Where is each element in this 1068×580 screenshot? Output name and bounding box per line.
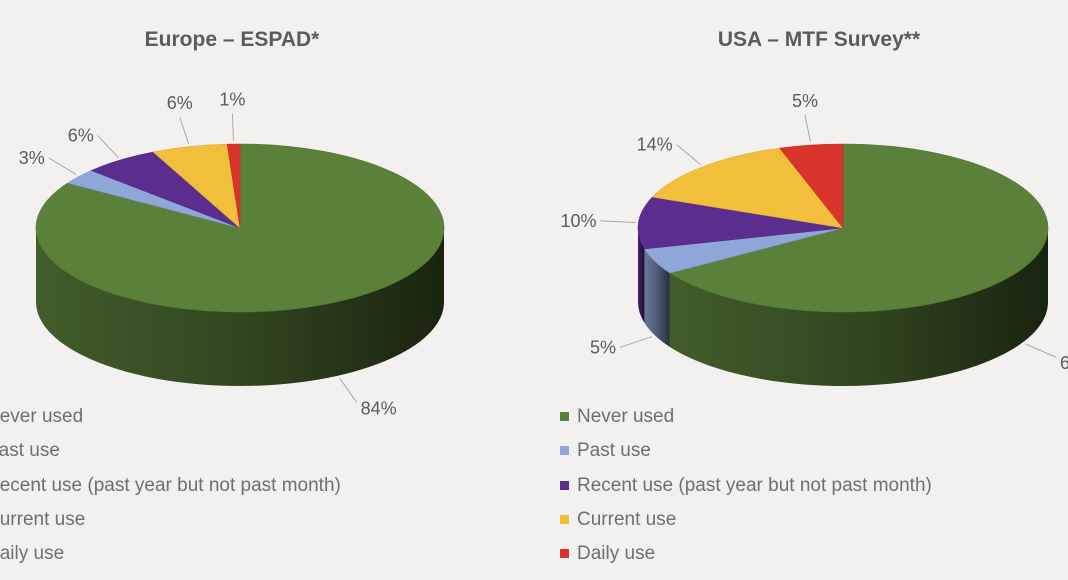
pie-wall-past-use: [644, 248, 670, 348]
legend-item-never-used: Never used: [560, 400, 1060, 434]
pie-slice-daily-use: [226, 143, 241, 229]
leader-line-recent-use: [97, 135, 119, 158]
data-label-past-use: 3%: [19, 148, 45, 168]
leader-line-past-use: [619, 336, 653, 348]
legend-label: Past use: [577, 440, 651, 462]
legend-label: Recent use (past year but not past month…: [577, 474, 932, 496]
pie-side-walls: [638, 228, 1048, 387]
legend-usa: Never used Past use Recent use (past yea…: [560, 400, 1060, 571]
legend-item-daily-use: Daily use: [560, 537, 1060, 571]
pie-usa: 66% 5% 10% 14% 5%: [560, 91, 1068, 387]
legend-swatch: [560, 514, 569, 524]
legend-label: Never used: [577, 406, 675, 427]
legend-swatch: [560, 446, 569, 456]
leader-line-current-use: [676, 144, 701, 165]
legend-item-recent-use: Recent use (past year but not past month…: [560, 469, 1060, 503]
data-label-recent-use: 10%: [560, 211, 596, 231]
legend-label: Current use: [577, 508, 677, 530]
leader-line-daily-use: [231, 113, 234, 142]
legend-swatch: [560, 480, 569, 490]
legend-label: Past use: [0, 440, 60, 462]
legend-item-never-used: Never used: [0, 400, 420, 434]
leader-line-recent-use: [600, 220, 636, 224]
chart-title-usa: USA – MTF Survey**: [718, 28, 921, 51]
legend-label: Daily use: [0, 543, 65, 565]
chart-title-europe: Europe – ESPAD*: [145, 28, 320, 51]
legend-europe: Never used Past use Recent use (past yea…: [0, 400, 420, 571]
pie-wall-never-used: [669, 228, 1048, 387]
legend-swatch: [560, 549, 569, 559]
pie-slice-never-used: [669, 143, 1049, 313]
data-label-daily-use: 5%: [792, 91, 818, 111]
legend-label: Current use: [0, 508, 86, 530]
legend-item-past-use: Past use: [560, 434, 1060, 468]
legend-label: Recent use (past year but not past month…: [0, 474, 341, 496]
legend-item-recent-use: Recent use (past year but not past month…: [0, 469, 420, 503]
legend-item-daily-use: Daily use: [0, 537, 420, 571]
pie-slice-daily-use: [779, 143, 844, 229]
pie-wall-recent-use: [638, 228, 645, 323]
legend-item-current-use: Current use: [560, 503, 1060, 537]
legend-label: Never used: [0, 406, 84, 427]
legend-item-current-use: Current use: [0, 503, 420, 537]
pie-wall-never-used: [36, 228, 444, 386]
leader-line-never-used: [339, 377, 357, 403]
leader-line-past-use: [48, 157, 77, 176]
leader-line-daily-use: [804, 114, 811, 143]
leader-line-never-used: [1025, 343, 1057, 358]
data-label-recent-use: 6%: [68, 125, 94, 145]
pie-europe: 84% 3% 6% 6% 1%: [19, 90, 445, 418]
data-label-past-use: 5%: [590, 337, 616, 357]
legend-swatch: [560, 412, 569, 421]
data-label-never-used: 66%: [1060, 353, 1068, 373]
leader-line-current-use: [179, 117, 189, 144]
data-label-current-use: 6%: [167, 93, 193, 113]
legend-item-past-use: Past use: [0, 434, 420, 468]
data-label-never-used: 84%: [361, 398, 397, 418]
legend-label: Daily use: [577, 543, 656, 565]
pie-slice-recent-use: [637, 196, 844, 250]
pie-side-walls: [36, 228, 444, 386]
data-label-daily-use: 1%: [219, 90, 245, 110]
data-label-current-use: 14%: [637, 135, 673, 155]
